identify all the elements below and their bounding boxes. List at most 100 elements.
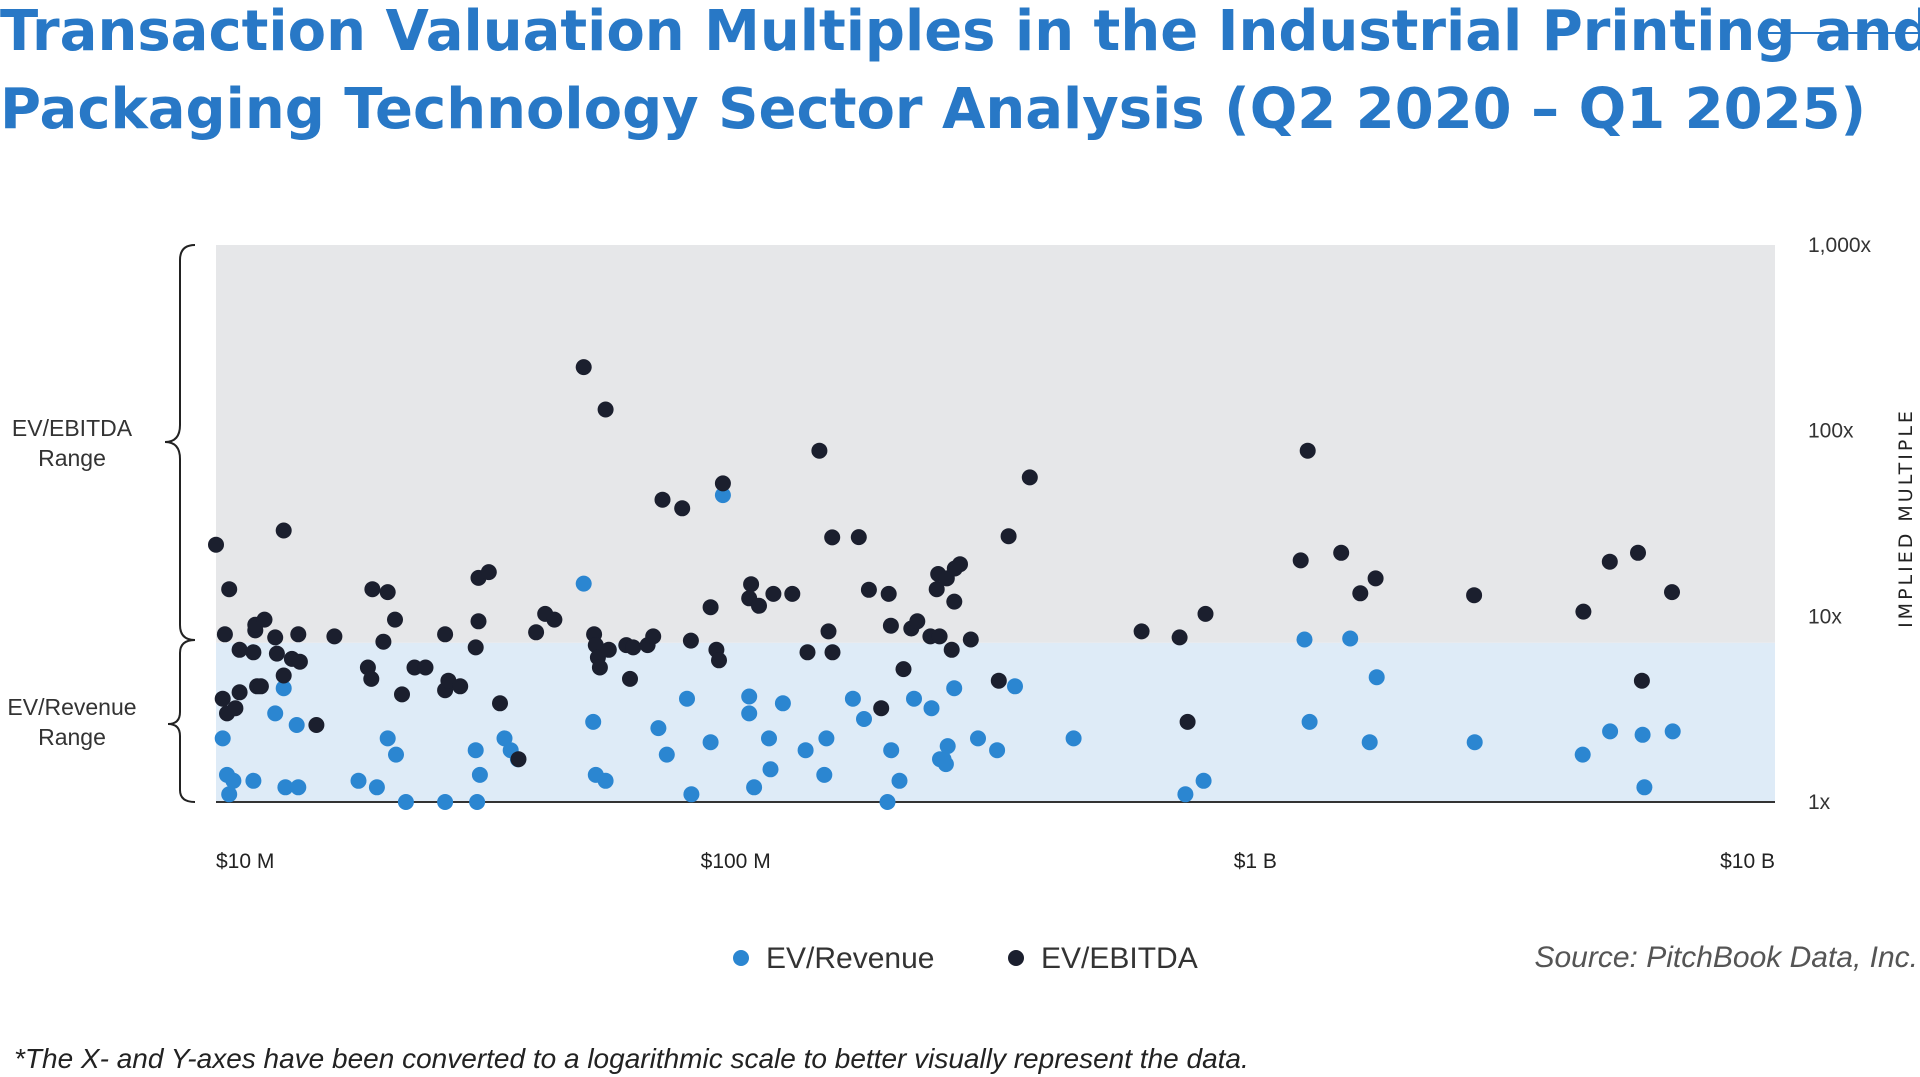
ev-revenue-point [1636,779,1653,796]
revenue-range-label-line-1: EV/Revenue [7,694,136,720]
ev-ebitda-point [625,639,642,656]
ev-ebitda-point [1000,528,1017,545]
ev-ebitda-point [702,599,719,616]
ev-ebitda-point [1299,442,1316,459]
ev-ebitda-point [268,645,285,662]
ev-revenue-point [883,742,900,759]
ev-revenue-point [275,680,292,697]
ev-revenue-point [679,690,695,707]
ev-ebitda-point [824,529,841,546]
ev-ebitda-point [245,644,262,661]
ev-ebitda-point [765,585,782,602]
ev-ebitda-point [597,401,614,418]
ev-revenue-point [923,700,940,717]
ev-revenue-point [939,738,956,755]
ev-ebitda-point [711,652,727,669]
ev-ebitda-point [379,584,396,601]
x-tick-labels: $10 M $100 M $1 B $10 B [216,850,1775,873]
ebitda-range-brace [164,244,196,641]
ev-ebitda-point [575,359,592,376]
ev-revenue-point [379,730,396,747]
ev-ebitda-point [267,629,284,646]
y-tick-label: 1,000x [1808,234,1872,257]
ev-revenue-point [471,766,488,783]
ev-revenue-point [1368,669,1385,686]
ev-ebitda-point [895,661,912,678]
ev-ebitda-point [1601,553,1618,570]
ev-revenue-point [683,786,700,803]
x-tick-label: $10 M [216,850,274,873]
ev-ebitda-point [1292,552,1309,569]
ev-ebitda-point [1333,544,1350,561]
ev-ebitda-point [452,678,469,695]
revenue-range-label-line-2: Range [38,724,106,750]
ev-ebitda-point [290,626,307,643]
ev-revenue-point [585,713,602,730]
ev-revenue-point [970,730,986,747]
x-tick-label: $100 M [701,850,771,873]
ev-ebitda-series [208,359,1680,768]
ev-revenue-point [1342,630,1359,647]
ev-ebitda-point [784,585,801,602]
ev-ebitda-point [600,641,617,658]
ev-ebitda-point [417,659,434,676]
ev-ebitda-point [952,556,968,573]
ev-ebitda-point [880,585,897,602]
ev-revenue-point [844,690,861,707]
ev-ebitda-point [943,641,960,658]
ev-ebitda-point [375,633,392,650]
ev-ebitda-point [308,717,325,733]
ev-ebitda-point [591,659,608,676]
ev-revenue-point [437,794,454,810]
ev-revenue-point [1007,678,1023,695]
ev-ebitda-point [743,576,760,593]
ev-ebitda-point [1021,469,1038,486]
ev-ebitda-point [751,597,767,614]
ev-revenue-point [658,746,675,763]
ev-ebitda-point [820,623,837,640]
ev-ebitda-point [1664,584,1680,601]
legend-ev-revenue-marker [733,950,749,966]
legend-ev-revenue-label: EV/Revenue [766,942,934,975]
ev-revenue-point [818,730,835,747]
ev-revenue-point [397,794,414,810]
ev-ebitda-point [1466,587,1483,604]
ev-ebitda-point [682,632,699,649]
legend: EV/Revenue EV/EBITDA [733,942,1198,975]
ev-revenue-point [290,779,307,796]
ev-revenue-point [214,730,231,747]
ev-ebitda-point [480,564,497,581]
ev-ebitda-point [1633,672,1650,689]
ev-ebitda-point [214,690,231,707]
ev-revenue-point [989,742,1006,759]
ev-ebitda-point [1367,570,1384,587]
ev-ebitda-point [291,653,308,670]
ev-ebitda-point [363,670,380,687]
ev-ebitda-point [546,611,563,628]
ev-ebitda-point [587,637,604,654]
ev-ebitda-point [645,628,662,645]
ev-revenue-point [388,746,404,763]
ev-revenue-point [267,705,284,722]
ev-revenue-point [856,711,872,727]
legend-ev-ebitda-label: EV/EBITDA [1041,942,1198,975]
ev-revenue-point [225,772,242,789]
ev-ebitda-point [275,522,292,539]
ev-ebitda-point [437,626,454,643]
ev-revenue-point [496,730,513,747]
ev-revenue-point [762,761,779,778]
ev-ebitda-point [873,700,890,717]
ev-revenue-point [1065,730,1082,747]
ebitda-range-band [216,245,1775,643]
ebitda-range-label-line-2: Range [38,445,106,471]
ev-ebitda-point [714,475,731,492]
ev-ebitda-point [208,536,224,553]
ev-revenue-point [741,705,758,722]
ev-ebitda-point [326,628,343,645]
legend-ev-ebitda-marker [1008,950,1024,966]
footnote: *The X- and Y-axes have been converted t… [14,1043,1249,1074]
ev-revenue-point [774,695,791,712]
ev-revenue-point [1301,713,1318,730]
x-tick-label: $1 B [1234,850,1277,873]
ev-revenue-point [1466,734,1483,751]
